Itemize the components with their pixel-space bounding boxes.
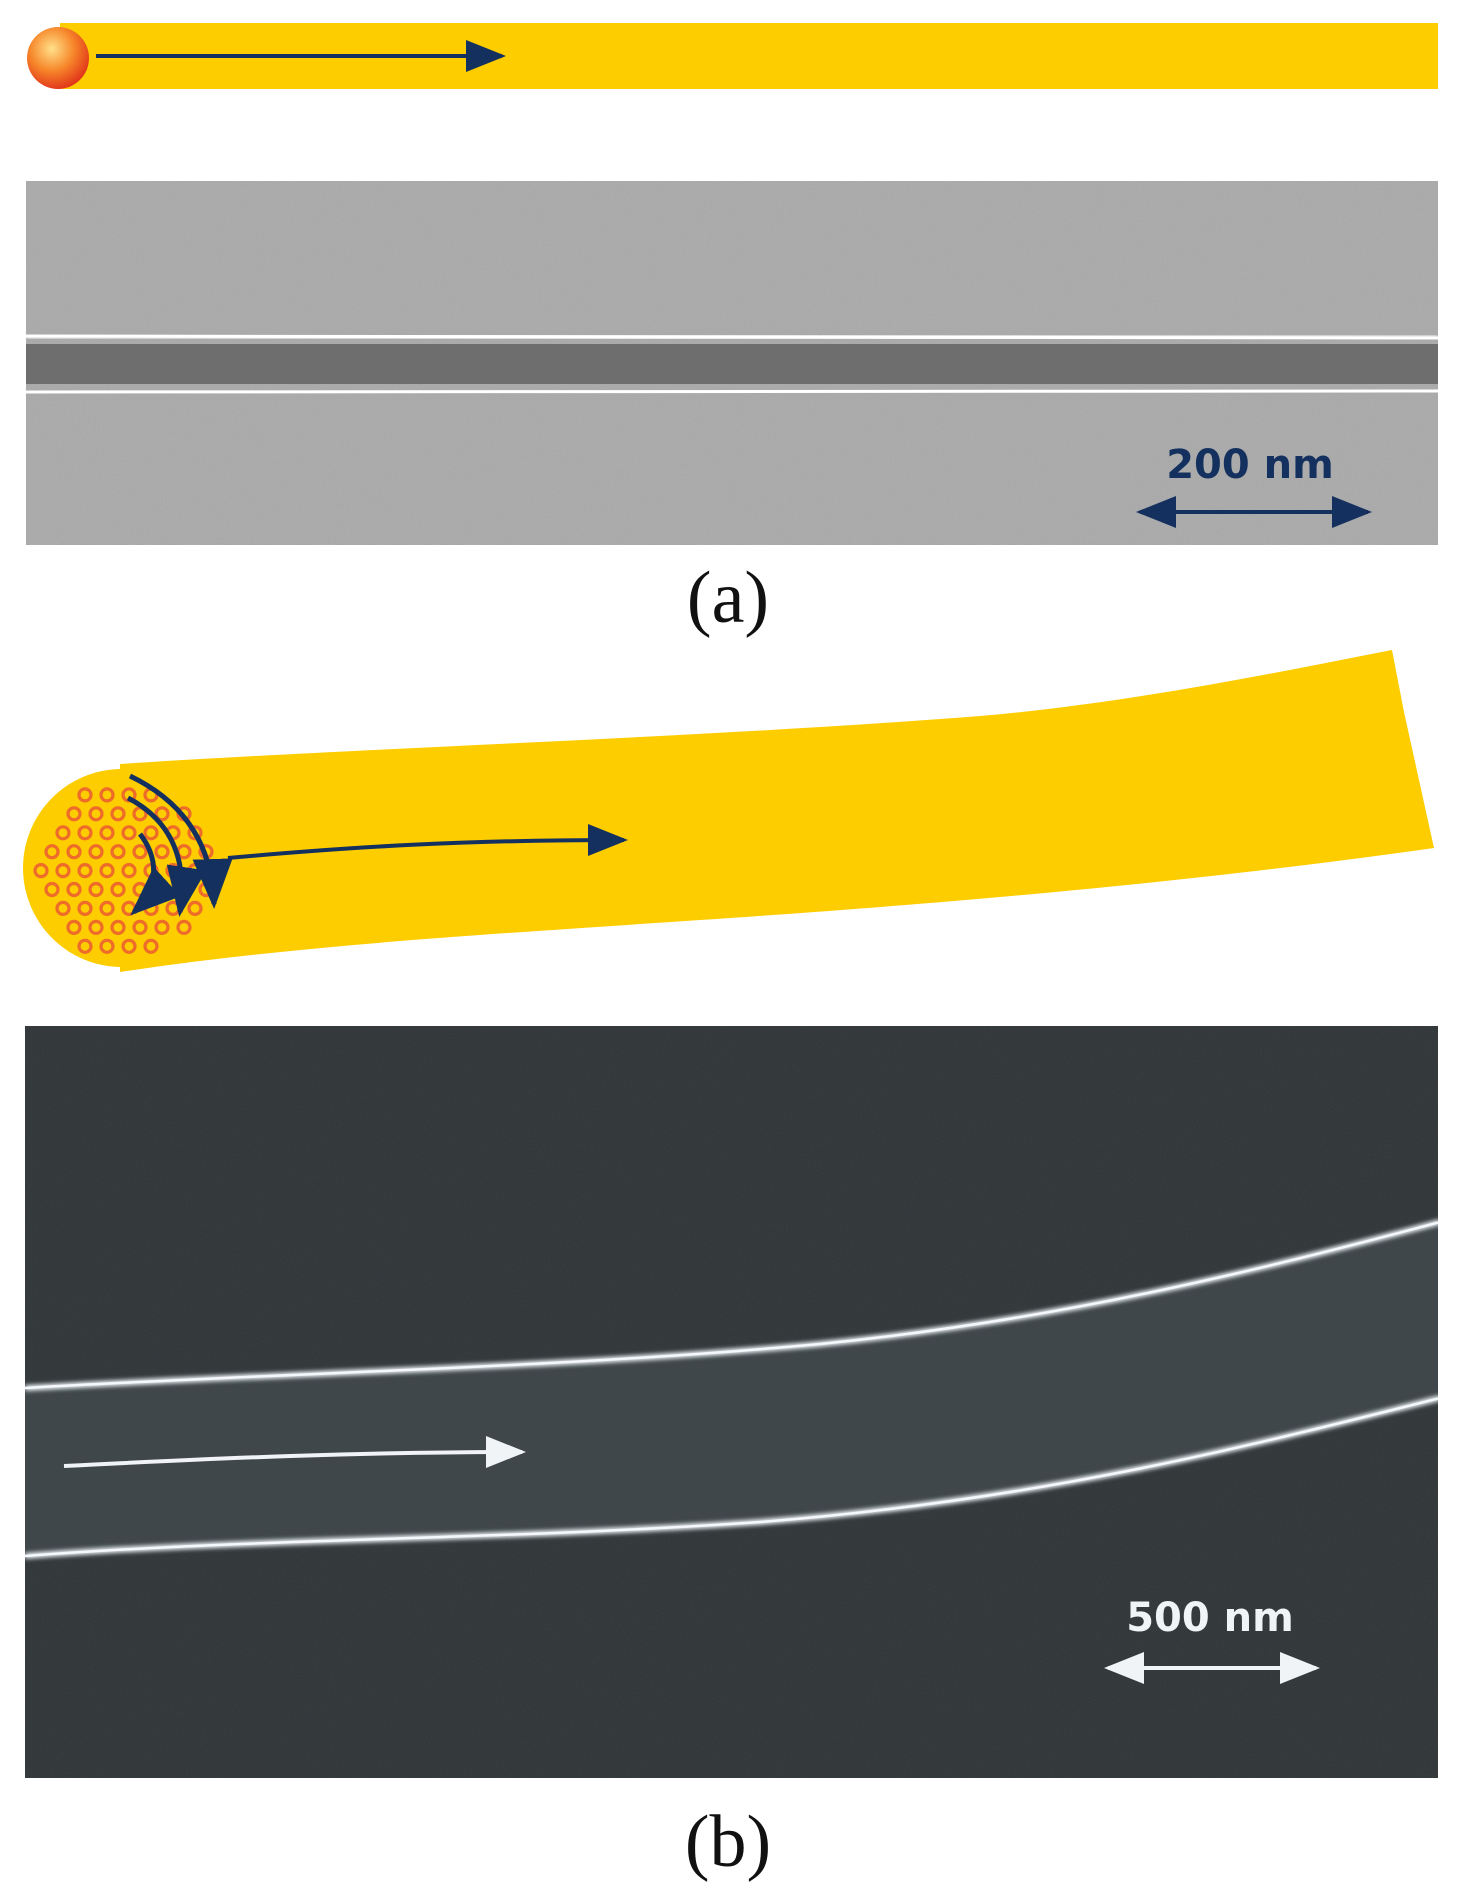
- emitter-ring: [154, 919, 170, 936]
- curved-arrow-1: [128, 773, 233, 909]
- emitter-ring: [121, 938, 137, 954]
- emitter-ring: [99, 787, 115, 803]
- emitter-ring: [132, 844, 148, 860]
- emitter-ring: [88, 844, 104, 860]
- panel-a-micrograph: 200 nm: [26, 181, 1438, 545]
- emitter-ring: [110, 919, 126, 936]
- emitter-ring: [110, 844, 126, 860]
- emitter-ring: [66, 806, 82, 822]
- panel-a: 200 nm (a): [26, 23, 1438, 639]
- propagation-arrow-b: [227, 824, 628, 860]
- emitter-ring: [55, 825, 71, 841]
- scale-bar-a: 200 nm: [1136, 442, 1372, 528]
- emitter-ring: [88, 806, 104, 822]
- panel-b-caption: (b): [685, 1801, 771, 1883]
- emitter-ring: [110, 881, 126, 898]
- emitter-ring: [154, 806, 170, 822]
- emitter-ring: [143, 825, 159, 841]
- curved-arrow-3: [130, 832, 181, 916]
- emitter-ring: [88, 919, 104, 936]
- nanoparticle-emitter: [27, 27, 89, 89]
- emitter-ring: [44, 881, 60, 898]
- emitter-ring: [77, 900, 93, 917]
- emitter-ring: [66, 919, 82, 936]
- nanowire-core-band: [26, 344, 1438, 384]
- scale-bar-b: 500 nm: [1104, 1595, 1320, 1684]
- emitter-ring: [66, 881, 82, 898]
- emitter-ring: [99, 825, 115, 841]
- curved-arrow-2: [126, 795, 207, 917]
- panel-a-caption: (a): [687, 557, 769, 639]
- emitter-ring: [99, 900, 115, 917]
- emitter-ring: [99, 862, 115, 879]
- emitter-ring: [176, 919, 192, 936]
- emitter-ring: [187, 825, 203, 841]
- panel-a-schematic: [27, 23, 1438, 89]
- emitter-ring: [77, 938, 93, 954]
- curved-waveguide: [120, 650, 1434, 972]
- panel-b-micrograph: 500 nm: [25, 1026, 1438, 1778]
- emitter-ring: [55, 862, 71, 879]
- emitter-ring: [33, 862, 49, 879]
- panel-b-schematic: [23, 650, 1434, 972]
- emitter-ring: [88, 881, 104, 898]
- propagation-arrow-micrograph: [63, 1436, 526, 1469]
- emitter-ring: [143, 938, 159, 954]
- emitter-ring: [44, 844, 60, 860]
- emitter-ring: [132, 919, 148, 936]
- emitter-ring: [55, 900, 71, 917]
- scale-bar-b-label: 500 nm: [1126, 1595, 1294, 1641]
- scale-bar-a-label: 200 nm: [1166, 442, 1334, 488]
- emitter-ring: [99, 938, 115, 954]
- emitter-ring: [66, 844, 82, 860]
- emitter-ring: [77, 787, 93, 803]
- panel-b: 500 nm (b): [23, 650, 1438, 1883]
- emitter-ring: [154, 844, 170, 860]
- emitter-ring: [110, 806, 126, 822]
- emitter-ring: [77, 825, 93, 841]
- emitter-ring: [121, 825, 137, 841]
- emitter-ring: [77, 862, 93, 879]
- curved-arrows: [126, 773, 233, 917]
